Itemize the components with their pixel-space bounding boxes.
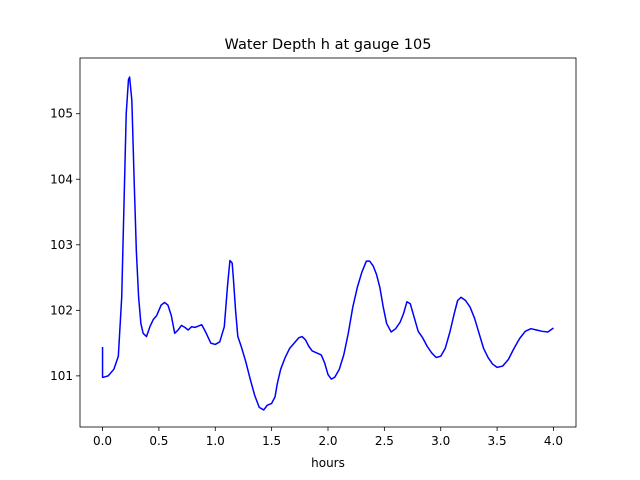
x-tick-label: 4.0 bbox=[544, 434, 563, 448]
y-tick-label: 104 bbox=[50, 172, 73, 186]
x-tick-label: 3.5 bbox=[488, 434, 507, 448]
x-tick-label: 2.0 bbox=[318, 434, 337, 448]
y-tick-label: 101 bbox=[50, 369, 73, 383]
chart-title: Water Depth h at gauge 105 bbox=[225, 37, 432, 53]
series-line-0 bbox=[101, 76, 554, 411]
x-tick-label: 1.5 bbox=[262, 434, 281, 448]
x-tick-label: 0.5 bbox=[149, 434, 168, 448]
x-axis-label: hours bbox=[311, 456, 345, 470]
y-tick-label: 103 bbox=[50, 238, 73, 252]
x-tick-label: 1.0 bbox=[206, 434, 225, 448]
x-tick-label: 0.0 bbox=[93, 434, 112, 448]
x-tick-label: 3.0 bbox=[431, 434, 450, 448]
x-tick-label: 2.5 bbox=[375, 434, 394, 448]
plot-area: 0.0 0.5 1.0 1.5 2.0 2.5 3.0 3.5 4.0 101 102 103 104 1… bbox=[50, 57, 577, 448]
y-tick-label: 102 bbox=[50, 303, 73, 317]
y-tick-label: 105 bbox=[50, 107, 73, 121]
